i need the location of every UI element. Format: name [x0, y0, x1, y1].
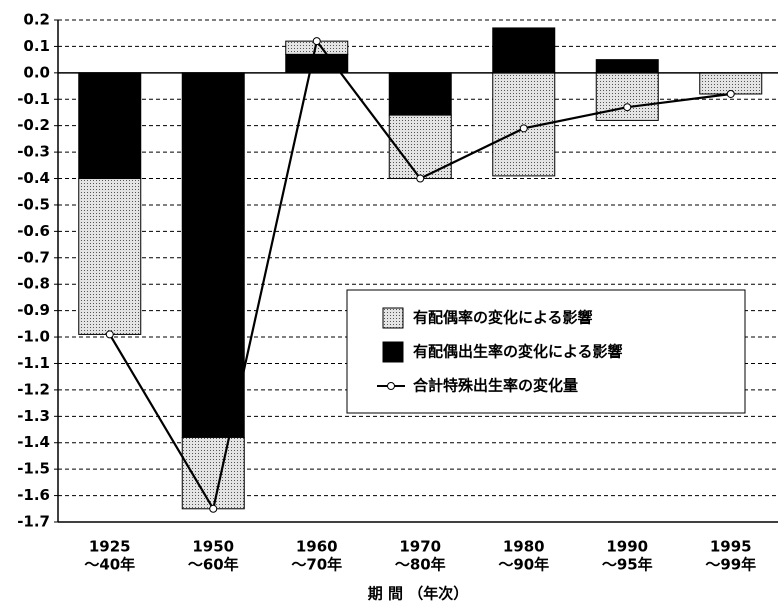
y-tick-label: -0.4 [17, 169, 50, 187]
bar-segment [181, 72, 245, 438]
y-tick-label: -0.8 [17, 275, 50, 293]
x-tick-label: 1925 [89, 538, 131, 556]
line-marker [105, 330, 114, 339]
y-tick-label: -0.6 [17, 222, 50, 240]
bar-segment [595, 72, 659, 121]
x-tick-label: ～60年 [188, 556, 239, 574]
bar-segment [595, 59, 659, 74]
line-marker [623, 103, 632, 112]
x-tick-label: 1970 [399, 538, 441, 556]
y-tick-label: -1.7 [17, 513, 50, 531]
x-tick-label: ～80年 [395, 556, 446, 574]
x-axis-label: 期 間 （年次） [368, 585, 468, 603]
y-tick-label: -1.0 [17, 328, 50, 346]
x-tick-label: 1990 [606, 538, 648, 556]
line-marker [209, 504, 218, 513]
legend-swatch [382, 341, 404, 363]
line-marker [519, 124, 528, 133]
bar-segment [78, 72, 142, 180]
line-marker [312, 37, 321, 46]
line-marker [726, 89, 735, 98]
legend-label: 有配偶出生率の変化による影響 [413, 343, 623, 361]
y-tick-label: -0.3 [17, 143, 50, 161]
legend-marker [387, 382, 395, 390]
y-tick-label: -1.4 [17, 433, 50, 451]
bar-segment [78, 178, 142, 335]
x-tick-label: ～70年 [291, 556, 342, 574]
y-tick-label: 0.1 [23, 37, 50, 55]
x-tick-label: 1950 [192, 538, 234, 556]
y-tick-label: -0.9 [17, 301, 50, 319]
x-tick-label: ～95年 [602, 556, 653, 574]
y-tick-label: -1.5 [17, 460, 50, 478]
y-tick-label: -1.1 [17, 354, 50, 372]
x-tick-label: ～99年 [705, 556, 756, 574]
y-tick-label: 0.2 [23, 11, 50, 29]
y-tick-label: -0.7 [17, 248, 50, 266]
y-tick-label: -0.2 [17, 116, 50, 134]
bar-segment [492, 27, 556, 74]
legend-swatch [382, 307, 404, 329]
line-marker [416, 174, 425, 183]
y-tick-label: -0.1 [17, 90, 50, 108]
y-tick-label: -1.6 [17, 486, 50, 504]
x-tick-label: ～40年 [84, 556, 135, 574]
legend-label: 有配偶率の変化による影響 [413, 309, 593, 327]
x-tick-label: 1980 [503, 538, 545, 556]
legend-label: 合計特殊出生率の変化量 [412, 377, 578, 395]
bar-segment [388, 72, 452, 116]
y-tick-label: -0.5 [17, 195, 50, 213]
y-tick-label: -1.3 [17, 407, 50, 425]
y-tick-label: -1.2 [17, 380, 50, 398]
y-tick-label: 0.0 [23, 63, 50, 81]
legend [346, 289, 746, 414]
x-tick-label: 1960 [296, 538, 338, 556]
x-tick-label: 1995 [710, 538, 752, 556]
x-tick-label: ～90年 [498, 556, 549, 574]
